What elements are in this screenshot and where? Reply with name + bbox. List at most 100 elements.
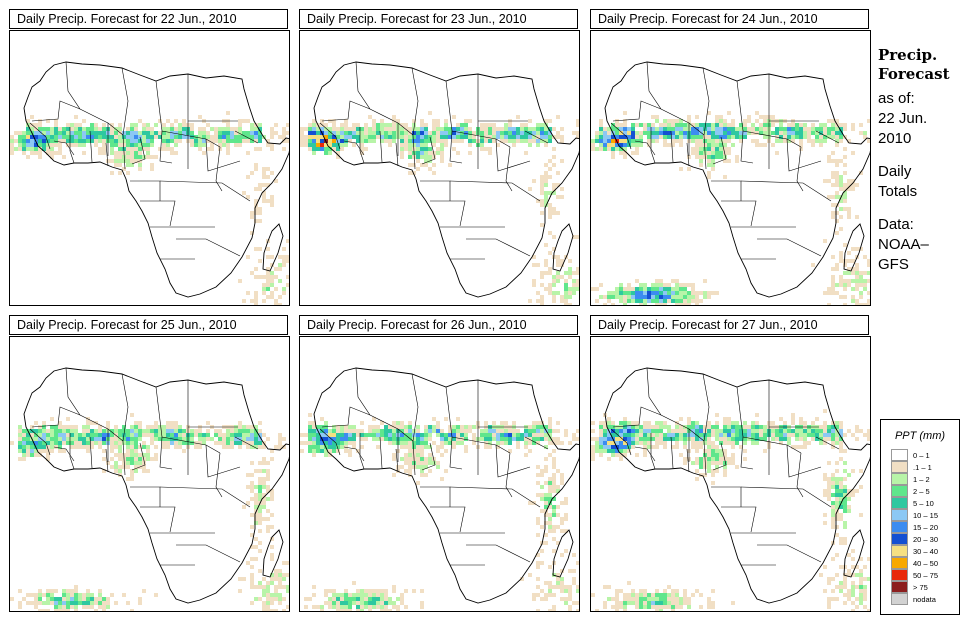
precip-cell: [675, 291, 679, 295]
precip-cell: [516, 437, 520, 441]
precip-cell: [851, 271, 855, 275]
precip-cell: [715, 139, 719, 143]
precip-cell: [572, 291, 576, 295]
country-border: [449, 436, 463, 470]
precip-cell: [663, 287, 667, 291]
precip-cell: [360, 131, 364, 135]
precip-cell: [408, 457, 412, 461]
precip-cell: [416, 127, 420, 131]
precip-cell: [536, 433, 540, 437]
precip-cell: [270, 601, 274, 605]
precip-cell: [352, 429, 356, 433]
precip-cell: [699, 605, 703, 609]
precip-cell: [114, 127, 118, 131]
precip-cell: [78, 131, 82, 135]
precip-cell: [316, 147, 320, 151]
country-border: [703, 440, 707, 476]
precip-cell: [134, 123, 138, 127]
precip-cell: [532, 421, 536, 425]
precip-cell: [520, 577, 524, 581]
forecast-panel-day6: Daily Precip. Forecast for 27 Jun., 2010: [590, 315, 871, 612]
precip-cell: [747, 425, 751, 429]
precip-cell: [336, 433, 340, 437]
precip-cell: [266, 267, 270, 271]
precip-cell: [568, 569, 572, 573]
precip-cell: [10, 441, 14, 445]
precip-cell: [106, 597, 110, 601]
precip-cell: [420, 135, 424, 139]
precip-cell: [671, 279, 675, 283]
precip-cell: [755, 131, 759, 135]
precip-cell: [102, 449, 106, 453]
precip-cell: [779, 429, 783, 433]
precip-cell: [839, 489, 843, 493]
precip-cell: [843, 509, 847, 513]
precip-cell: [711, 135, 715, 139]
precip-cell: [552, 163, 556, 167]
precip-cell: [312, 605, 316, 609]
precip-cell: [855, 267, 859, 271]
precip-cell: [719, 457, 723, 461]
precip-cell: [719, 139, 723, 143]
precip-cell: [635, 295, 639, 299]
precip-cell: [146, 433, 150, 437]
precip-cell: [847, 429, 851, 433]
precip-cell: [811, 143, 815, 147]
precip-cell: [82, 425, 86, 429]
precip-cell: [631, 123, 635, 127]
precip-cell: [94, 429, 98, 433]
precip-cell: [619, 441, 623, 445]
precip-cell: [274, 299, 278, 303]
precip-cell: [679, 299, 683, 303]
precip-cell: [711, 457, 715, 461]
precip-cell: [603, 449, 607, 453]
precip-cell: [30, 151, 34, 155]
precip-cell: [763, 437, 767, 441]
precip-cell: [198, 127, 202, 131]
precip-cell: [615, 453, 619, 457]
precip-cell: [130, 155, 134, 159]
precip-cell: [336, 425, 340, 429]
precip-cell: [775, 139, 779, 143]
precip-cell: [18, 445, 22, 449]
precip-cell: [34, 147, 38, 151]
precip-cell: [376, 593, 380, 597]
precip-cell: [823, 513, 827, 517]
precip-cell: [651, 605, 655, 609]
precip-cell: [46, 597, 50, 601]
precip-cell: [400, 441, 404, 445]
precip-cell: [348, 437, 352, 441]
precip-cell: [254, 267, 258, 271]
precip-cell: [304, 135, 308, 139]
precip-cell: [340, 441, 344, 445]
precip-cell: [404, 433, 408, 437]
precip-cell: [408, 469, 412, 473]
precip-cell: [675, 131, 679, 135]
precip-cell: [548, 127, 552, 131]
precip-cell: [771, 433, 775, 437]
precip-cell: [258, 481, 262, 485]
precip-cell: [388, 135, 392, 139]
precip-cell: [679, 287, 683, 291]
precip-cell: [568, 267, 572, 271]
precip-cell: [42, 609, 46, 611]
precip-cell: [783, 437, 787, 441]
precip-cell: [627, 601, 631, 605]
precip-cell: [66, 605, 70, 609]
precip-cell: [619, 287, 623, 291]
country-border: [524, 436, 549, 450]
precip-cell: [755, 413, 759, 417]
precip-cell: [675, 601, 679, 605]
precip-cell: [544, 175, 548, 179]
precip-cell: [250, 171, 254, 175]
precip-cell: [278, 263, 282, 267]
precip-cell: [540, 589, 544, 593]
precip-cell: [815, 127, 819, 131]
precip-cell: [703, 473, 707, 477]
precip-cell: [556, 291, 560, 295]
precip-cell: [851, 557, 855, 561]
precip-cell: [210, 139, 214, 143]
precip-cell: [206, 139, 210, 143]
precip-cell: [58, 147, 62, 151]
precip-cell: [731, 433, 735, 437]
